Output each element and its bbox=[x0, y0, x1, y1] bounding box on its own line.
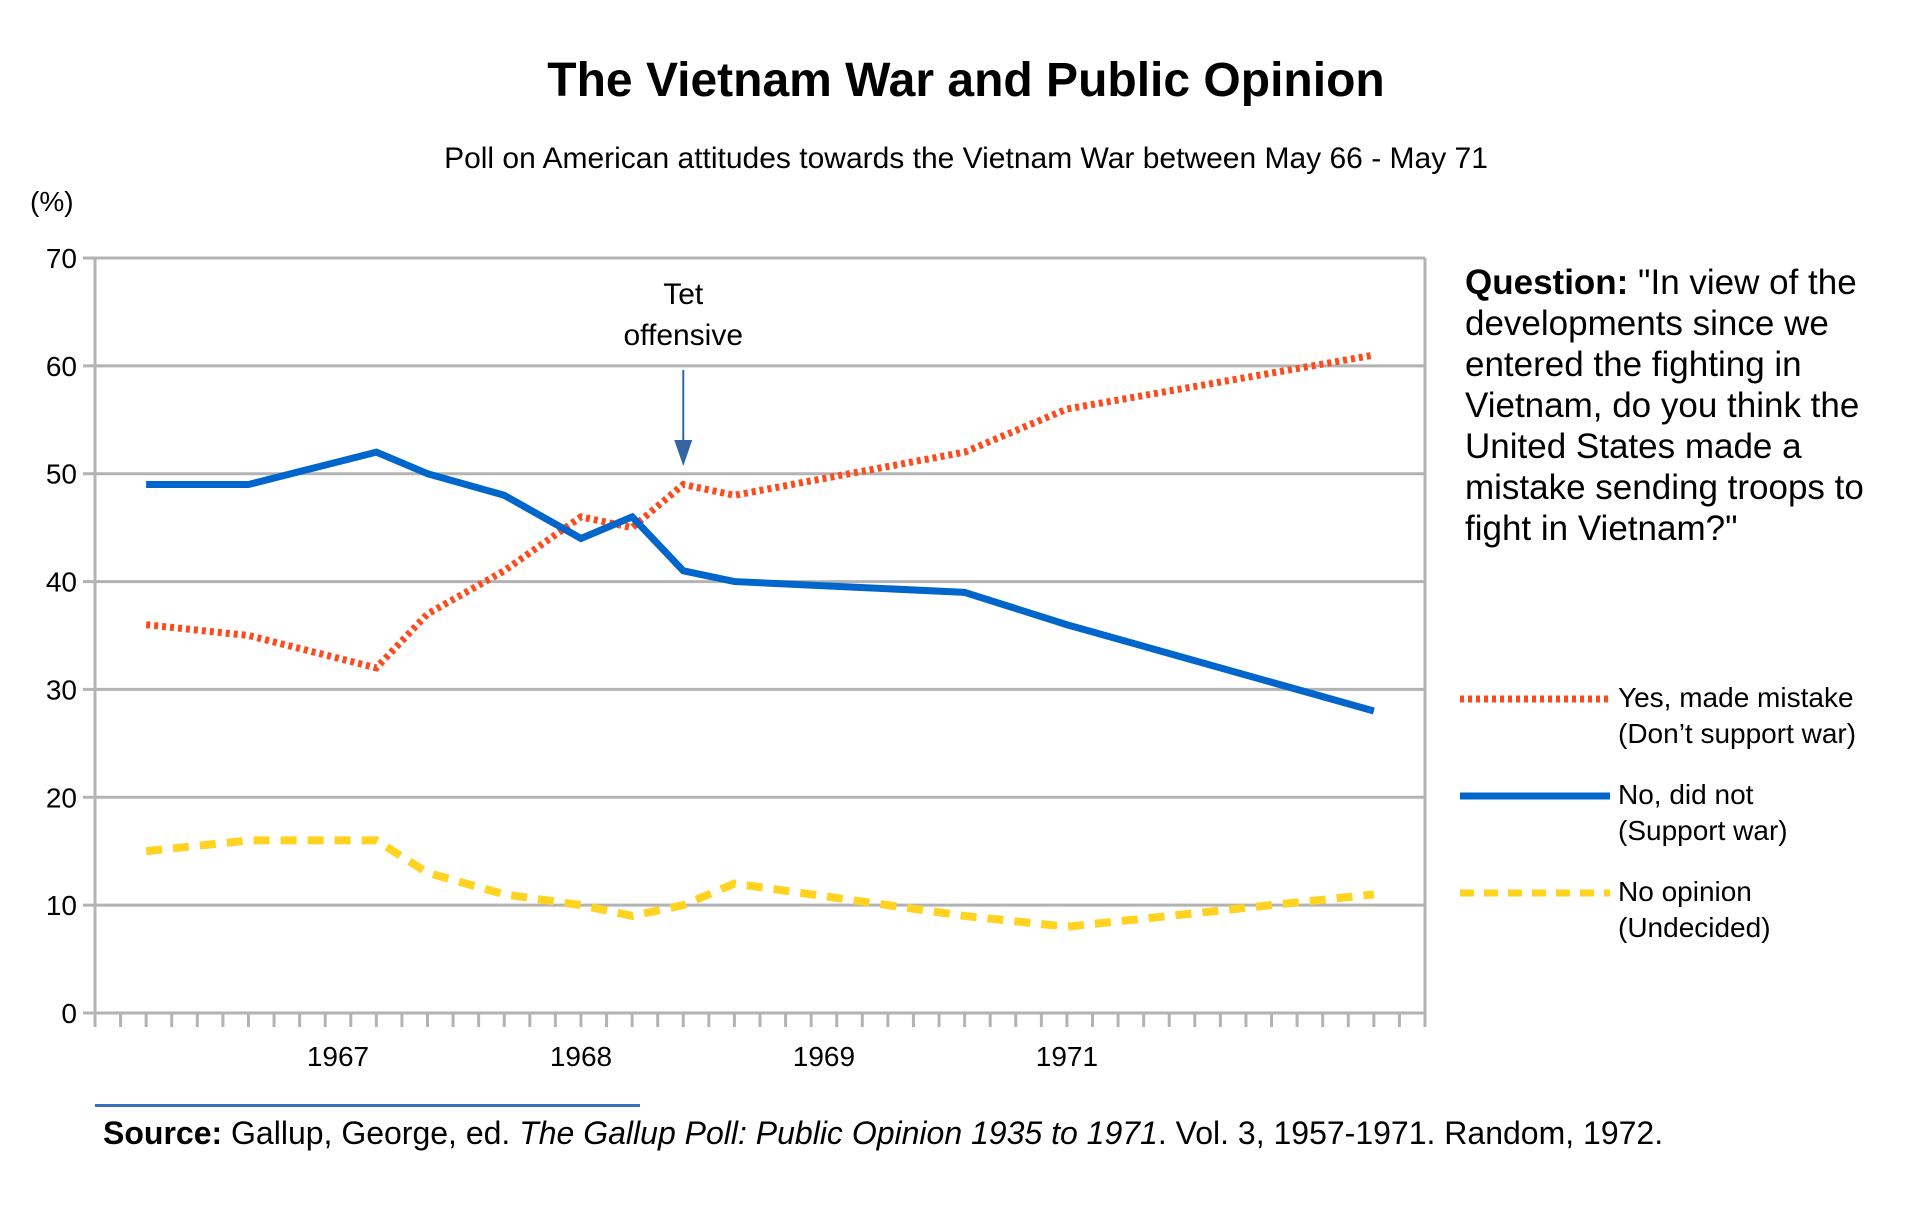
legend-label-line2: (Don’t support war) bbox=[1618, 718, 1857, 749]
x-tick-label: 1968 bbox=[550, 1041, 612, 1072]
y-axis-label: (%) bbox=[30, 186, 74, 217]
legend-label-line2: (Undecided) bbox=[1618, 912, 1771, 943]
y-tick-label: 0 bbox=[61, 998, 77, 1029]
chart-title: The Vietnam War and Public Opinion bbox=[547, 54, 1384, 107]
x-tick-label: 1969 bbox=[793, 1041, 855, 1072]
legend: Yes, made mistake (Don’t support war) No… bbox=[1460, 680, 1920, 971]
footnote-rule bbox=[95, 1104, 640, 1107]
y-tick-label: 40 bbox=[46, 567, 77, 598]
y-tick-label: 30 bbox=[46, 674, 77, 705]
question-label: Question: bbox=[1465, 263, 1629, 302]
y-tick-label: 60 bbox=[46, 351, 77, 382]
y-tick-label: 20 bbox=[46, 782, 77, 813]
legend-item-no-opinion: No opinion (Undecided) bbox=[1460, 874, 1920, 971]
source-text-after: . Vol. 3, 1957-1971. Random, 1972. bbox=[1157, 1115, 1664, 1151]
source-citation: Source: Gallup, George, ed. The Gallup P… bbox=[103, 1115, 1663, 1152]
legend-label-line1: No opinion bbox=[1618, 876, 1752, 907]
series-line-solid bbox=[146, 448, 1375, 715]
series-line-dotted bbox=[145, 351, 1375, 672]
series-lines bbox=[145, 351, 1375, 931]
source-text-before: Gallup, George, ed. bbox=[222, 1115, 520, 1151]
gridlines bbox=[83, 256, 1425, 1015]
legend-swatch-dashed-yellow bbox=[1460, 889, 1610, 897]
axes bbox=[93, 258, 1427, 1027]
series-line-dashed bbox=[145, 836, 1375, 931]
legend-swatch-solid-blue bbox=[1460, 792, 1610, 800]
legend-item-yes: Yes, made mistake (Don’t support war) bbox=[1460, 680, 1920, 777]
y-tick-label: 50 bbox=[46, 459, 77, 490]
legend-label-line2: (Support war) bbox=[1618, 815, 1788, 846]
legend-item-no: No, did not (Support war) bbox=[1460, 777, 1920, 874]
y-tick-labels: 0 10 20 30 40 50 60 70 bbox=[46, 243, 77, 1029]
x-tick-labels: 1967 1968 1969 1971 bbox=[307, 1041, 1098, 1072]
x-ticks bbox=[93, 1013, 1427, 1027]
legend-swatch-dotted-red bbox=[1460, 695, 1610, 703]
source-label: Source: bbox=[103, 1115, 223, 1151]
y-tick-label: 10 bbox=[46, 890, 77, 921]
tet-offensive-annotation: Tet offensive bbox=[624, 278, 744, 466]
annotation-line-2: offensive bbox=[624, 319, 744, 352]
source-title: The Gallup Poll: Public Opinion 1935 to … bbox=[519, 1115, 1158, 1151]
x-tick-label: 1971 bbox=[1036, 1041, 1098, 1072]
chart-subtitle: Poll on American attitudes towards the V… bbox=[444, 142, 1488, 175]
legend-label-line1: Yes, made mistake bbox=[1618, 682, 1854, 713]
question-body: "In view of the developments since we en… bbox=[1465, 263, 1864, 548]
annotation-arrow-head bbox=[674, 440, 693, 466]
question-text: Question: "In view of the developments s… bbox=[1465, 262, 1905, 549]
x-tick-label: 1967 bbox=[307, 1041, 369, 1072]
legend-label-line1: No, did not bbox=[1618, 779, 1754, 810]
annotation-line-1: Tet bbox=[663, 278, 704, 311]
y-tick-label: 70 bbox=[46, 243, 77, 274]
